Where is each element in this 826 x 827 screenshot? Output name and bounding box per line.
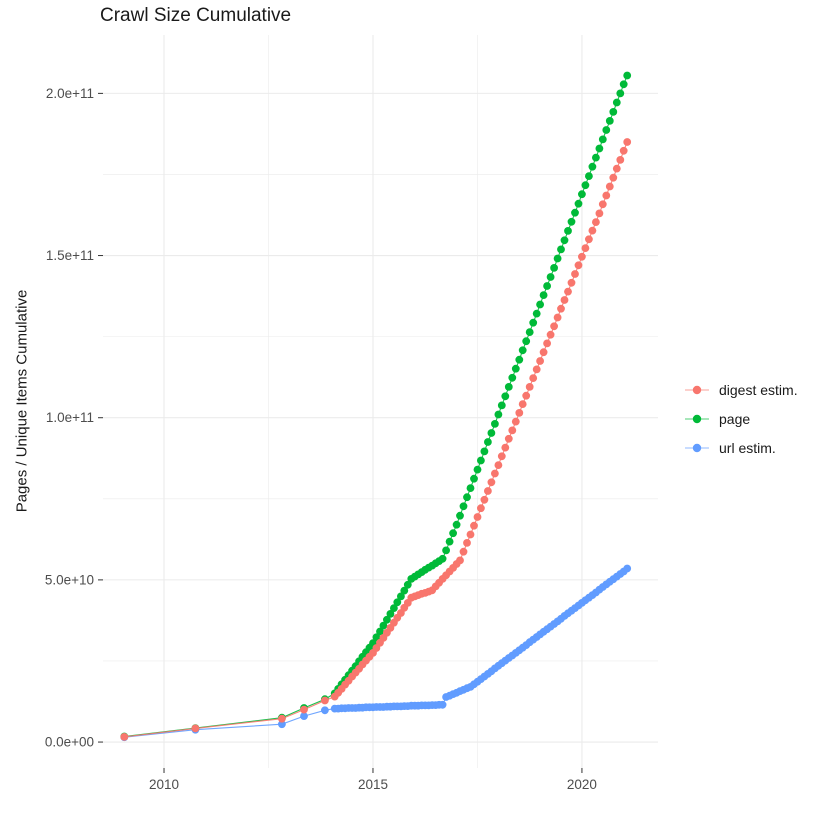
legend-item-label: url estim. [719,440,776,456]
y-tick-label: 5.0e+10 [45,572,94,587]
legend-key-icon [685,443,709,453]
series-digest-estim [120,138,632,741]
y-tick-label: 1.0e+11 [46,410,94,425]
chart-title: Crawl Size Cumulative [100,5,292,26]
y-tick-label: 0.0e+00 [45,735,94,750]
x-tick-label: 2015 [358,777,388,792]
legend: digest estim. page url estim. [684,379,798,459]
x-tick-label: 2010 [149,777,179,792]
legend-item-url-estim: url estim. [684,437,798,459]
y-tick-label: 1.5e+11 [46,248,94,263]
series-page [120,71,632,741]
legend-item-digest-estim: digest estim. [684,379,798,401]
gridlines [103,35,658,768]
legend-key-icon [685,414,709,424]
legend-item-label: page [719,411,751,427]
series-url-estim [120,564,632,742]
x-axis: 2010 2015 2020 [149,768,597,792]
y-tick-label: 2.0e+11 [46,86,94,101]
legend-item-page: page [684,408,798,430]
y-axis: 0.0e+00 5.0e+10 1.0e+11 1.5e+11 2.0e+11 [45,86,103,750]
legend-item-label: digest estim. [719,382,798,398]
legend-key-icon [685,385,709,395]
x-tick-label: 2020 [567,777,597,792]
